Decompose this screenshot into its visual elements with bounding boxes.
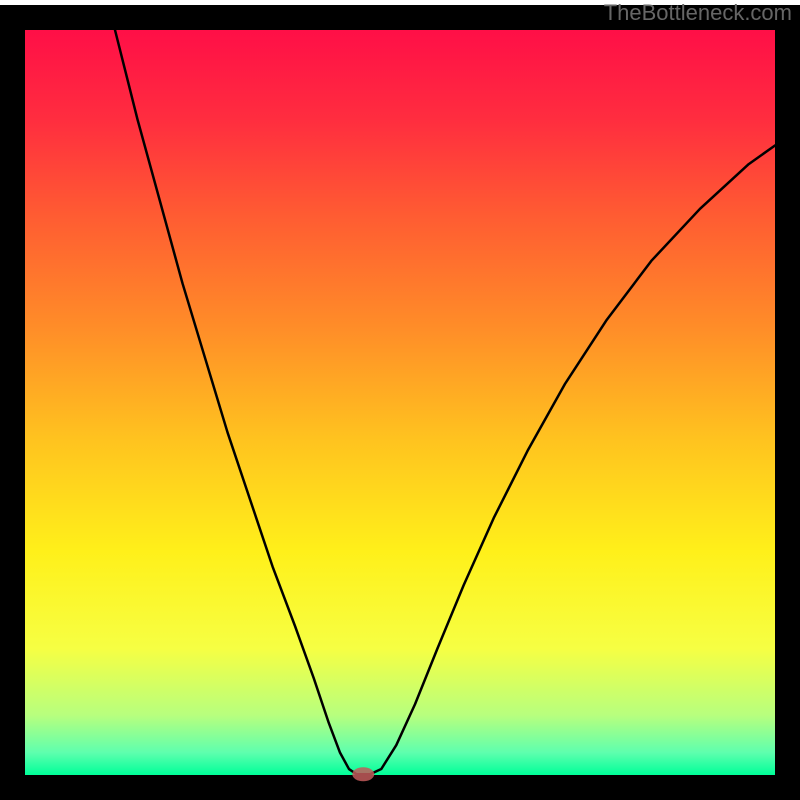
bottleneck-chart — [0, 0, 800, 800]
optimum-marker — [352, 767, 374, 781]
watermark-text: TheBottleneck.com — [604, 0, 792, 26]
plot-background — [25, 30, 775, 775]
